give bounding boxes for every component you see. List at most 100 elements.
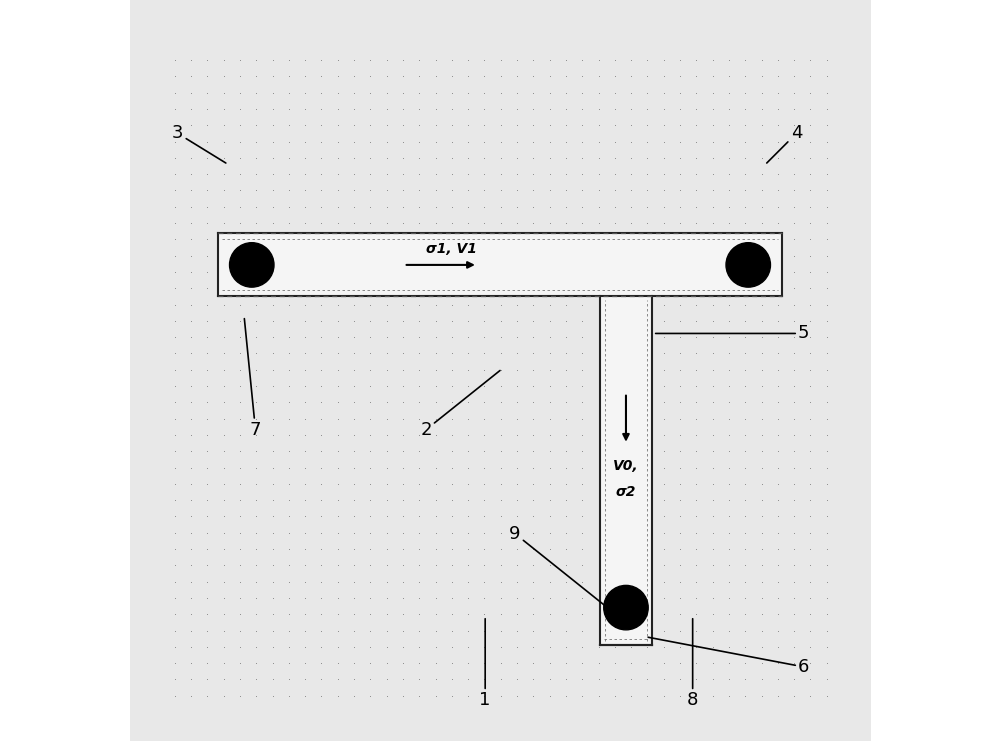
Point xyxy=(281,462,297,473)
Point xyxy=(525,478,541,490)
Point xyxy=(460,315,476,327)
Point xyxy=(542,299,558,310)
Point xyxy=(183,380,199,392)
Point xyxy=(786,152,802,164)
Point xyxy=(786,136,802,147)
Point xyxy=(672,87,688,99)
Point xyxy=(346,657,362,669)
Point xyxy=(281,201,297,213)
Point xyxy=(623,559,639,571)
Point xyxy=(591,576,607,588)
Point xyxy=(362,413,378,425)
Point xyxy=(688,136,704,147)
Point xyxy=(444,185,460,196)
Point xyxy=(313,266,329,278)
Point xyxy=(786,559,802,571)
Point xyxy=(509,494,525,506)
Point xyxy=(216,152,232,164)
Point xyxy=(639,103,655,115)
Point xyxy=(688,494,704,506)
Point xyxy=(476,168,492,180)
Point xyxy=(346,87,362,99)
Point xyxy=(623,103,639,115)
Point xyxy=(476,527,492,539)
Text: 7: 7 xyxy=(244,319,261,439)
Point xyxy=(493,462,509,473)
Point xyxy=(444,87,460,99)
Point xyxy=(542,511,558,522)
Point xyxy=(672,559,688,571)
Point xyxy=(786,413,802,425)
Point xyxy=(428,54,444,66)
Point xyxy=(688,657,704,669)
Point xyxy=(216,87,232,99)
Point xyxy=(819,413,835,425)
Point xyxy=(819,70,835,82)
Point xyxy=(525,413,541,425)
Point xyxy=(770,690,786,702)
Point xyxy=(574,608,590,620)
Point xyxy=(558,625,574,637)
Point xyxy=(281,266,297,278)
Point xyxy=(607,119,623,131)
Point xyxy=(737,494,753,506)
Point xyxy=(493,168,509,180)
Point xyxy=(591,396,607,408)
Point xyxy=(346,348,362,359)
Point xyxy=(346,103,362,115)
Point xyxy=(411,87,427,99)
Point xyxy=(639,217,655,229)
Point xyxy=(591,608,607,620)
Point xyxy=(444,494,460,506)
Point xyxy=(639,608,655,620)
Point xyxy=(688,413,704,425)
Point xyxy=(754,70,770,82)
Point xyxy=(493,54,509,66)
Point xyxy=(802,348,818,359)
Point xyxy=(672,315,688,327)
Point xyxy=(183,364,199,376)
Point xyxy=(199,657,215,669)
Point xyxy=(591,103,607,115)
Point xyxy=(509,413,525,425)
Point xyxy=(607,282,623,294)
Point xyxy=(232,364,248,376)
Point xyxy=(721,690,737,702)
Point xyxy=(330,282,346,294)
Point xyxy=(248,478,264,490)
Point xyxy=(591,152,607,164)
Point xyxy=(623,282,639,294)
Circle shape xyxy=(230,243,274,288)
Point xyxy=(444,217,460,229)
Point xyxy=(362,657,378,669)
Point xyxy=(591,494,607,506)
Point xyxy=(216,315,232,327)
Point xyxy=(444,70,460,82)
Point xyxy=(265,136,281,147)
Point xyxy=(754,282,770,294)
Point xyxy=(281,674,297,685)
Point xyxy=(721,429,737,441)
Point xyxy=(460,396,476,408)
Point xyxy=(460,559,476,571)
Point xyxy=(313,119,329,131)
Point xyxy=(509,250,525,262)
Point xyxy=(754,641,770,653)
Point xyxy=(444,429,460,441)
Point xyxy=(248,315,264,327)
Point xyxy=(802,592,818,604)
Point xyxy=(428,152,444,164)
Point xyxy=(786,608,802,620)
Point xyxy=(444,641,460,653)
Point xyxy=(705,429,721,441)
Point xyxy=(199,70,215,82)
Point xyxy=(167,494,183,506)
Point xyxy=(362,511,378,522)
Point xyxy=(330,462,346,473)
Point xyxy=(265,396,281,408)
Point xyxy=(395,299,411,310)
Point xyxy=(265,250,281,262)
Point xyxy=(688,445,704,457)
Point xyxy=(281,299,297,310)
Point xyxy=(183,282,199,294)
